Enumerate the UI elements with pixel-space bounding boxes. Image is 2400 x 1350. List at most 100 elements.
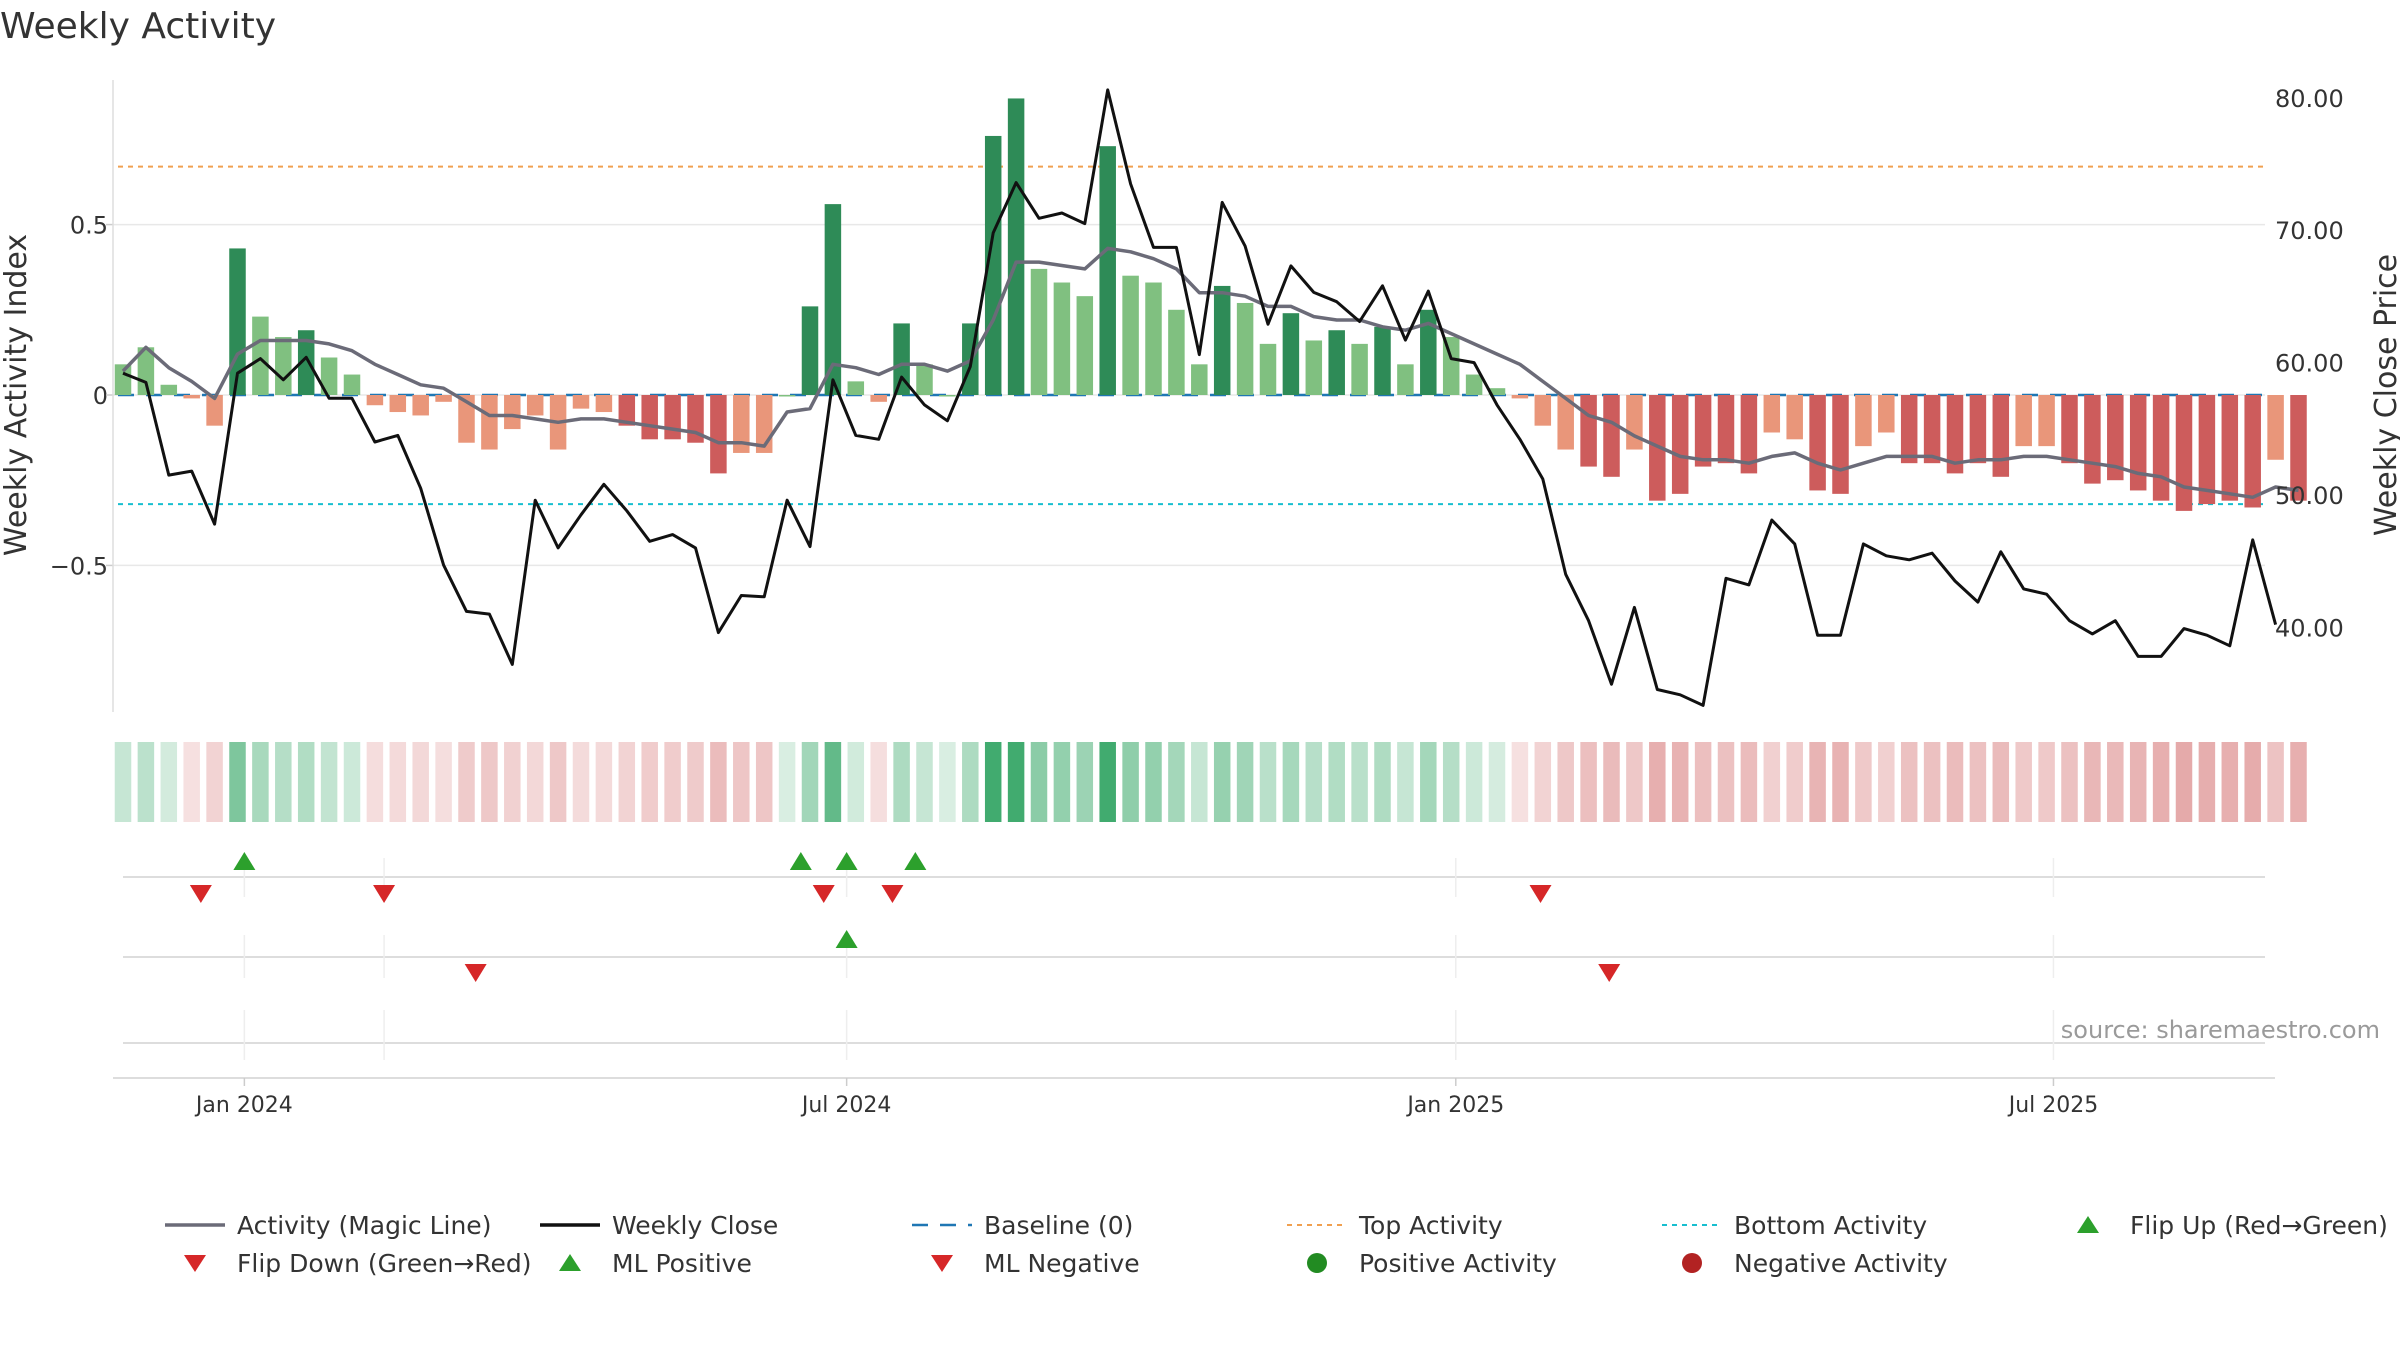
heat-strip-cell xyxy=(1740,742,1758,822)
heat-strip-cell xyxy=(2244,742,2261,822)
flip-up-marker xyxy=(904,852,927,870)
weekly-close-series xyxy=(122,88,2278,707)
activity-bar xyxy=(2290,395,2307,501)
heat-strip-cell xyxy=(1351,742,1368,822)
activity-bar xyxy=(1580,395,1597,467)
heat-strip-cell xyxy=(320,742,338,822)
flip-down-marker xyxy=(189,885,212,903)
heat-strip-cell xyxy=(2038,742,2055,822)
activity-bar xyxy=(1534,395,1552,426)
heat-strip-cell xyxy=(1511,742,1529,822)
heat-strip-cell xyxy=(1442,742,1460,822)
flip-up-marker xyxy=(233,852,256,870)
heat-strip-cell xyxy=(1878,742,1895,822)
activity-bar xyxy=(2038,395,2055,447)
activity-bar xyxy=(137,347,155,395)
activity-bar xyxy=(1557,395,1574,450)
activity-bar xyxy=(1282,313,1300,395)
heat-strip-cell xyxy=(1969,742,1987,822)
activity-bar xyxy=(1832,395,1849,494)
y-right-tick-label: 50.00 xyxy=(2275,482,2344,510)
legend-label: Top Activity xyxy=(1358,1211,1503,1240)
activity-bar xyxy=(2244,395,2261,508)
activity-bar xyxy=(2175,395,2193,511)
activity-bar xyxy=(366,395,384,406)
activity-bar xyxy=(1809,395,1826,491)
activity-bar xyxy=(1328,330,1345,395)
heat-strip-cell xyxy=(664,742,681,822)
activity-bar xyxy=(939,395,956,397)
heat-strip-cell xyxy=(389,742,407,822)
heat-strip-cell xyxy=(1557,742,1574,822)
activity-bar xyxy=(824,204,842,395)
activity-bar xyxy=(458,395,475,443)
heat-strip-cell xyxy=(1717,742,1735,822)
x-tick-label: Jan 2024 xyxy=(194,1093,293,1118)
activity-bar xyxy=(1511,395,1529,399)
heat-strip-cell xyxy=(847,742,865,822)
heat-strip-cell xyxy=(1694,742,1712,822)
heat-strip-cell xyxy=(2152,742,2170,822)
heat-strip-cell xyxy=(1900,742,1918,822)
legend-label: Bottom Activity xyxy=(1734,1211,1927,1240)
y-right-tick-label: 80.00 xyxy=(2275,85,2344,113)
activity-bar xyxy=(1053,282,1071,395)
activity-bar xyxy=(2129,395,2147,491)
activity-bar xyxy=(778,395,796,397)
activity-bar xyxy=(1717,395,1735,464)
heat-strip-cell xyxy=(137,742,155,822)
heat-strip-cell xyxy=(1122,742,1139,822)
heat-strip-cell xyxy=(1649,742,1666,822)
activity-bar xyxy=(2198,395,2216,505)
heat-strip-cell xyxy=(2175,742,2193,822)
activity-bar xyxy=(412,395,429,416)
activity-bar xyxy=(1878,395,1895,433)
legend-swatch xyxy=(931,1255,953,1272)
heat-strip-cell xyxy=(252,742,269,822)
activity-bar xyxy=(847,381,865,395)
activity-bar xyxy=(343,374,361,395)
activity-bar xyxy=(160,384,178,395)
activity-bar xyxy=(1374,326,1391,395)
activity-bar xyxy=(801,306,819,395)
activity-bar xyxy=(2084,395,2101,484)
activity-bar xyxy=(2221,395,2239,501)
activity-bar xyxy=(1007,98,1025,396)
heat-strip-cell xyxy=(1259,742,1277,822)
flip-down-marker xyxy=(373,885,396,903)
heat-strip-cell xyxy=(2015,742,2032,822)
activity-bar xyxy=(1259,343,1277,395)
activity-bar xyxy=(1694,395,1712,467)
activity-bar xyxy=(2015,395,2032,447)
activity-bar xyxy=(1099,146,1116,395)
ml-positive-marker xyxy=(835,930,858,948)
series-lines xyxy=(121,88,2299,707)
legend: Activity (Magic Line) Weekly Close Baselin… xyxy=(165,1211,2388,1278)
heat-strip-cell xyxy=(916,742,933,822)
ml-negative-marker xyxy=(1598,964,1621,982)
heat-strip-cell xyxy=(1671,742,1689,822)
activity-bar xyxy=(1213,285,1231,395)
heat-strip-cell xyxy=(1191,742,1208,822)
y-right-tick-label: 40.00 xyxy=(2275,614,2344,642)
legend-swatch xyxy=(2077,1216,2099,1233)
ml-negative-marker xyxy=(464,964,487,982)
heat-strip-cell xyxy=(870,742,887,822)
legend-swatch xyxy=(559,1254,581,1271)
y-right-axis-label: Weekly Close Price xyxy=(2369,254,2400,536)
legend-label: Activity (Magic Line) xyxy=(237,1211,491,1240)
activity-bar xyxy=(1900,395,1918,464)
heat-strip-cell xyxy=(755,742,773,822)
heat-strip-cell xyxy=(2061,742,2078,822)
legend-label: Weekly Close xyxy=(612,1211,778,1240)
activity-bar xyxy=(1923,395,1941,464)
legend-label: Flip Down (Green→Red) xyxy=(237,1249,532,1278)
heat-strip-cell xyxy=(114,742,132,822)
heat-strip-cell xyxy=(343,742,361,822)
legend-swatch xyxy=(1682,1253,1702,1273)
heat-strip-cell xyxy=(1580,742,1597,822)
y-right-tick-label: 70.00 xyxy=(2275,217,2344,245)
flip-up-marker xyxy=(789,852,812,870)
heat-strip-cell xyxy=(1855,742,1872,822)
legend-swatch xyxy=(184,1255,206,1272)
